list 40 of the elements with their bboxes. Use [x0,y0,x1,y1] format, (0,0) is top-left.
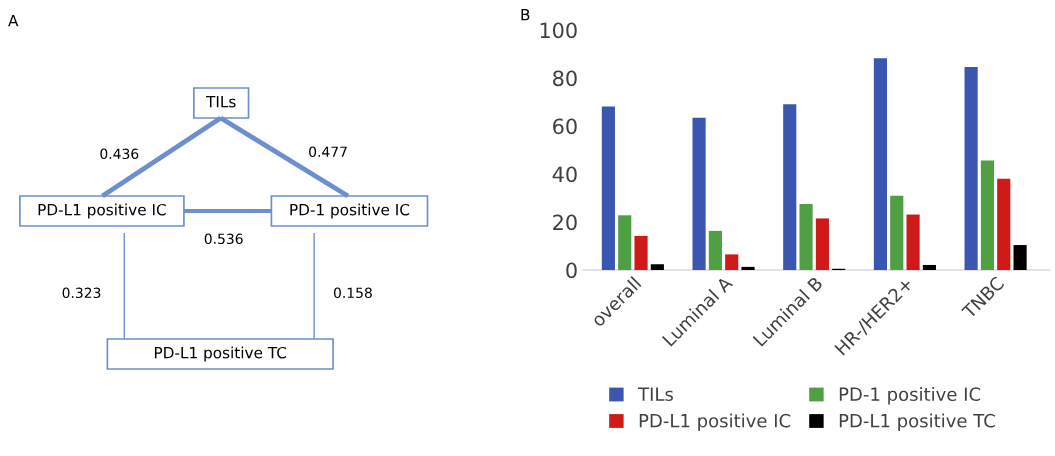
bar [890,195,904,270]
bar [650,264,664,270]
bar [815,218,829,270]
bar [980,160,995,270]
legend-label: TILs [638,387,673,402]
bar [906,214,920,270]
y-tick-label: 40 [552,166,577,183]
y-tick-label: 60 [553,118,577,135]
bar [873,58,887,270]
text: 0.477 [309,146,347,158]
bar [618,215,632,270]
legend-label: PD-1 positive IC [839,387,981,405]
bar [741,266,755,270]
chart-title: B [521,9,530,21]
legend-label: PD-L1 positive TC [839,413,995,432]
y-tick-label: 0 [566,262,577,279]
bar [1013,245,1027,270]
bar [725,254,739,270]
bar [692,117,706,270]
y-tick-label: 100 [540,22,577,39]
text: TILs [205,96,236,108]
text: 0.158 [333,287,372,299]
text: PD-L1 positive IC [38,203,166,219]
text: 0.323 [62,287,101,299]
bar [634,235,648,270]
bar [601,106,615,270]
text: 0.536 [204,233,243,245]
bar [799,204,813,270]
bar [997,178,1011,270]
bar [783,104,797,270]
legend-label: PD-L1 positive IC [639,413,791,432]
bar [922,264,936,270]
text: A [8,15,19,27]
text: 0.436 [100,148,139,160]
bar [964,66,978,270]
bar [708,230,722,270]
text: PD-1 positive IC [290,203,410,219]
y-tick-label: 80 [553,70,577,87]
y-tick-label: 20 [553,214,577,231]
text: PD-L1 positive TC [154,346,287,362]
